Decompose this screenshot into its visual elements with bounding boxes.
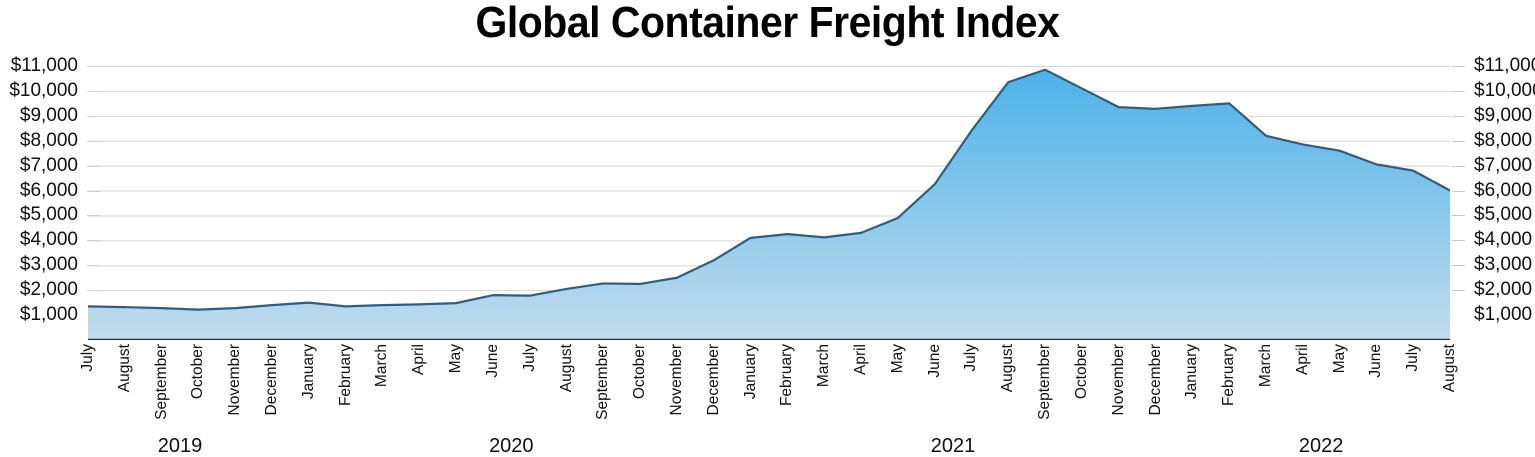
y-axis-tick-mark (1452, 165, 1465, 167)
x-axis-month-label: December (1146, 344, 1164, 416)
y-axis-tick-mark (1452, 140, 1465, 142)
x-axis-month-label: November (226, 344, 244, 416)
data-line (88, 68, 1450, 311)
x-axis-month-label: April (852, 344, 870, 376)
y-axis-tick-mark (1452, 240, 1465, 242)
y-axis-tick-mark (1452, 66, 1465, 67)
x-axis-month-label: July (79, 344, 96, 372)
x-axis-month-label: August (115, 344, 133, 393)
y-axis-tick-mark (1452, 90, 1465, 92)
x-axis-month-label: July (520, 344, 538, 372)
x-axis-month-label: February (1220, 344, 1238, 407)
chart-title: Global Container Freight Index (475, 0, 1060, 47)
x-axis-month-label: August (999, 344, 1017, 393)
x-axis-month-label: March (815, 344, 833, 388)
x-axis-month-label: June (1367, 344, 1385, 378)
y-axis-tick-mark (1452, 215, 1465, 217)
x-axis-month-label: January (741, 344, 759, 400)
x-axis-month-label: December (263, 344, 281, 416)
x-axis-month-label: February (778, 344, 796, 407)
x-axis-month-label: November (667, 344, 685, 416)
x-axis-year-label: 2019 (157, 435, 203, 457)
y-axis-left: $11,000 $10,000 $9,000 $8,000 $7,000 $6,000 $5… (0, 56, 100, 340)
x-axis-month-label: February (336, 344, 354, 407)
area-fill (88, 69, 1450, 340)
x-axis-month-label: June (483, 344, 501, 378)
x-axis-month-label: April (410, 344, 428, 376)
x-axis-month-label: May (888, 344, 906, 374)
x-axis-month-label: July (962, 344, 980, 372)
x-axis-year-label: 2022 (1298, 435, 1344, 457)
y-axis-right: $11,000$10,000$9,000$8,000$7,000$6,000$5… (1452, 56, 1535, 340)
plot-area (88, 66, 1450, 340)
x-axis-month-label: November (1109, 344, 1127, 416)
x-axis-month-label: September (152, 344, 170, 420)
y-axis-tick-mark (1452, 190, 1465, 192)
x-axis-year-label: 2021 (930, 435, 976, 457)
x-axis-month-label: January (1183, 344, 1201, 400)
x-axis-month-label: September (1036, 344, 1054, 420)
x-axis-month-label: August (557, 344, 575, 393)
x-axis-month-label: July (1404, 344, 1422, 372)
y-axis-tick-mark (1452, 265, 1465, 267)
x-axis-month-label: June (925, 344, 943, 378)
x-axis-month-label: October (1072, 344, 1090, 400)
y-axis-tick-mark (1452, 290, 1465, 292)
x-axis-month-label: January (299, 344, 317, 400)
x-axis-month-label: October (189, 344, 207, 400)
x-axis-month-label: August (1441, 344, 1458, 393)
x-axis-month-label: May (1330, 344, 1348, 374)
x-axis-month-label: May (447, 344, 465, 374)
x-axis-year-label: 2020 (489, 435, 534, 457)
x-axis-month-label: March (373, 344, 391, 388)
area-chart-plot (88, 66, 1450, 340)
x-axis-month-label: April (1293, 344, 1311, 376)
x-axis: July August September October November Decemb… (79, 344, 1458, 457)
x-axis-month-label: December (704, 344, 722, 416)
y-axis-tick-mark (1452, 115, 1465, 117)
x-axis-month-label: September (594, 344, 612, 420)
x-axis-month-label: March (1256, 344, 1274, 388)
x-axis-month-label: October (631, 344, 649, 400)
